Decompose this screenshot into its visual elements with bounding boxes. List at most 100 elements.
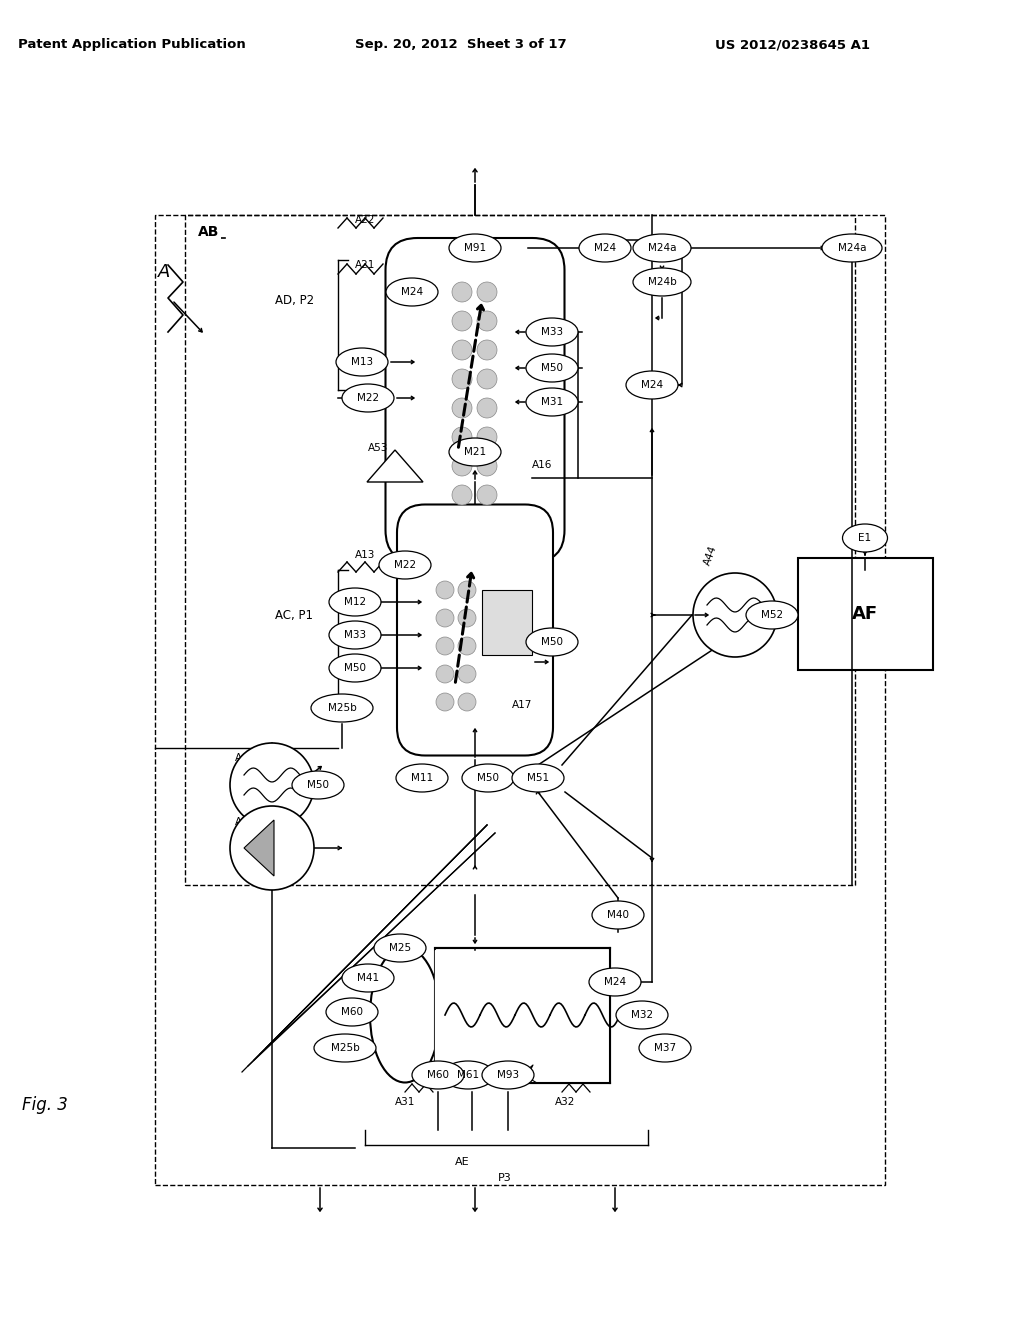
Text: AC, P1: AC, P1 — [275, 609, 313, 622]
Ellipse shape — [449, 234, 501, 261]
Ellipse shape — [626, 371, 678, 399]
Ellipse shape — [386, 279, 438, 306]
Text: A22: A22 — [355, 215, 376, 224]
Bar — [155, 215, 885, 1185]
Text: M33: M33 — [344, 630, 366, 640]
Circle shape — [230, 743, 314, 828]
Circle shape — [477, 426, 497, 447]
Text: M60: M60 — [341, 1007, 362, 1016]
Text: M25b: M25b — [331, 1043, 359, 1053]
Ellipse shape — [329, 587, 381, 616]
Circle shape — [452, 370, 472, 389]
Circle shape — [436, 693, 454, 711]
Text: M61: M61 — [457, 1071, 479, 1080]
Ellipse shape — [633, 268, 691, 296]
Text: A16: A16 — [532, 459, 552, 470]
Text: M52: M52 — [761, 610, 783, 620]
Ellipse shape — [462, 764, 514, 792]
Text: M12: M12 — [344, 597, 366, 607]
Text: A44: A44 — [702, 544, 719, 566]
Circle shape — [452, 455, 472, 477]
Text: A45: A45 — [234, 752, 255, 763]
Text: M50: M50 — [477, 774, 499, 783]
Text: M24: M24 — [401, 286, 423, 297]
Text: M25: M25 — [389, 942, 411, 953]
Text: US 2012/0238645 A1: US 2012/0238645 A1 — [715, 38, 870, 51]
Text: M24: M24 — [594, 243, 616, 253]
Text: M24b: M24b — [647, 277, 677, 286]
Ellipse shape — [329, 620, 381, 649]
Circle shape — [458, 693, 476, 711]
Text: AB: AB — [198, 224, 219, 239]
Text: A53: A53 — [368, 444, 388, 453]
Text: A31: A31 — [395, 1097, 416, 1107]
Text: AF: AF — [852, 605, 878, 623]
Ellipse shape — [314, 1034, 376, 1063]
Ellipse shape — [579, 234, 631, 261]
Ellipse shape — [822, 234, 882, 261]
Ellipse shape — [379, 550, 431, 579]
Ellipse shape — [843, 524, 888, 552]
FancyBboxPatch shape — [385, 238, 564, 562]
Ellipse shape — [342, 384, 394, 412]
Text: M21: M21 — [464, 447, 486, 457]
Text: M40: M40 — [607, 909, 629, 920]
Ellipse shape — [526, 354, 578, 381]
Polygon shape — [435, 949, 610, 1081]
Circle shape — [458, 638, 476, 655]
Circle shape — [458, 609, 476, 627]
Ellipse shape — [412, 1061, 464, 1089]
Ellipse shape — [482, 1061, 534, 1089]
Circle shape — [477, 484, 497, 506]
Ellipse shape — [526, 318, 578, 346]
Circle shape — [477, 370, 497, 389]
Text: A21: A21 — [355, 260, 376, 271]
Ellipse shape — [342, 964, 394, 993]
Circle shape — [693, 573, 777, 657]
Text: M32: M32 — [631, 1010, 653, 1020]
Ellipse shape — [329, 653, 381, 682]
Ellipse shape — [374, 935, 426, 962]
Circle shape — [458, 665, 476, 682]
Text: M25b: M25b — [328, 704, 356, 713]
Circle shape — [458, 581, 476, 599]
Circle shape — [452, 484, 472, 506]
Ellipse shape — [639, 1034, 691, 1063]
Bar — [482, 590, 532, 655]
Ellipse shape — [746, 601, 798, 630]
Polygon shape — [367, 450, 423, 482]
Text: M60: M60 — [427, 1071, 449, 1080]
Text: M24: M24 — [604, 977, 626, 987]
Circle shape — [477, 455, 497, 477]
Circle shape — [230, 807, 314, 890]
Circle shape — [452, 399, 472, 418]
Text: Sep. 20, 2012  Sheet 3 of 17: Sep. 20, 2012 Sheet 3 of 17 — [355, 38, 566, 51]
Text: A13: A13 — [355, 550, 376, 560]
Ellipse shape — [292, 771, 344, 799]
Ellipse shape — [633, 234, 691, 261]
Text: A17: A17 — [512, 700, 532, 710]
Text: M11: M11 — [411, 774, 433, 783]
Ellipse shape — [589, 968, 641, 997]
Circle shape — [452, 282, 472, 302]
Circle shape — [452, 426, 472, 447]
Circle shape — [436, 665, 454, 682]
FancyBboxPatch shape — [397, 504, 553, 755]
Ellipse shape — [512, 764, 564, 792]
Ellipse shape — [526, 388, 578, 416]
Ellipse shape — [442, 1061, 494, 1089]
Bar — [435, 948, 610, 1082]
Ellipse shape — [592, 902, 644, 929]
Text: M50: M50 — [541, 638, 563, 647]
Text: M91: M91 — [464, 243, 486, 253]
Ellipse shape — [526, 628, 578, 656]
Circle shape — [436, 609, 454, 627]
Circle shape — [477, 341, 497, 360]
Text: M41: M41 — [357, 973, 379, 983]
Ellipse shape — [616, 1001, 668, 1030]
Text: M24a: M24a — [648, 243, 676, 253]
Ellipse shape — [326, 998, 378, 1026]
Text: A: A — [158, 263, 170, 281]
Text: M31: M31 — [541, 397, 563, 407]
Circle shape — [452, 341, 472, 360]
